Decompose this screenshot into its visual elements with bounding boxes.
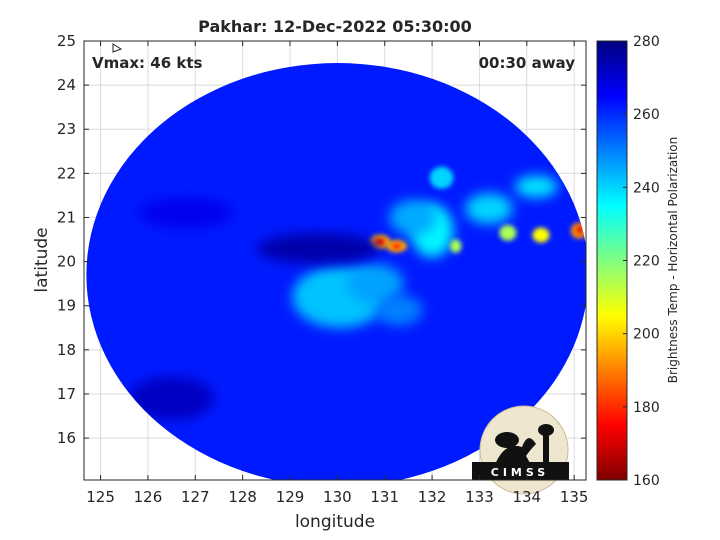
x-axis: 125 126 127 128 129 130 131 132 133 134 135 [86, 41, 588, 506]
brightness-temp-feature [256, 232, 380, 264]
y-tick-label: 22 [57, 164, 76, 182]
y-tick-label: 21 [57, 208, 76, 226]
y-tick-label: 23 [57, 120, 76, 138]
brightness-temp-feature [576, 226, 584, 234]
chart-title: Pakhar: 12-Dec-2022 05:30:00 [198, 17, 472, 36]
y-axis-label: latitude [32, 227, 52, 292]
time-away-annotation: 00:30 away [479, 54, 576, 72]
brightness-temp-feature [346, 263, 404, 304]
y-tick-label: 24 [57, 76, 76, 94]
colorbar-label: Brightness Temp - Horizontal Polarizatio… [666, 137, 680, 384]
x-tick-label: 134 [512, 488, 541, 506]
y-tick-label: 18 [57, 341, 76, 359]
colorbar-tick-label: 200 [633, 327, 660, 343]
x-axis-label: longitude [295, 512, 375, 532]
x-tick-label: 127 [181, 488, 210, 506]
brightness-temp-feature [429, 166, 454, 189]
y-tick-label: 19 [57, 297, 76, 315]
brightness-temp-feature [532, 227, 550, 243]
colorbar [596, 40, 628, 481]
colorbar-tick-label: 240 [633, 180, 660, 196]
brightness-temp-feature [375, 294, 423, 326]
x-tick-label: 126 [134, 488, 163, 506]
axes-box [83, 40, 587, 481]
y-axis: 16 17 18 19 20 21 22 23 24 25 [57, 32, 586, 447]
brightness-temp-feature [499, 224, 517, 241]
y-tick-label: 16 [57, 429, 76, 447]
logo-text: CIMSS [491, 466, 549, 479]
x-tick-label: 133 [465, 488, 494, 506]
colorbar-tick-label: 160 [633, 473, 660, 489]
brightness-temp-feature [450, 239, 462, 253]
x-tick-label: 128 [228, 488, 257, 506]
x-tick-label: 132 [418, 488, 447, 506]
x-tick-label: 131 [370, 488, 399, 506]
colorbar-tick-label: 180 [633, 400, 660, 416]
colorbar-tick-label: 220 [633, 254, 660, 270]
logo-dish-top-icon [495, 432, 519, 448]
microwave-swath [86, 63, 586, 480]
logo-banner [472, 462, 569, 480]
cursor-marker-icon [112, 43, 123, 53]
brightness-temp-feature [514, 175, 558, 198]
y-tick-label: 20 [57, 253, 76, 271]
cimss-logo: CIMSS [472, 405, 569, 495]
colorbar-tick-label: 280 [633, 34, 660, 50]
y-tick-label: 17 [57, 385, 76, 403]
brightness-temp-feature [374, 238, 386, 246]
x-tick-label: 135 [560, 488, 589, 506]
brightness-temp-feature [465, 193, 513, 225]
brightness-temp-feature [389, 199, 437, 236]
logo-tower-top-icon [538, 424, 554, 436]
swath-features [128, 166, 586, 421]
y-tick-label: 25 [57, 32, 76, 50]
logo-tower-icon [543, 434, 549, 470]
brightness-temp-feature [128, 376, 215, 421]
x-tick-label: 129 [276, 488, 305, 506]
x-tick-label: 130 [323, 488, 352, 506]
colorbar-ticks: 160 180 200 220 240 260 280 [623, 34, 660, 489]
vmax-annotation: Vmax: 46 kts [92, 54, 202, 72]
brightness-temp-feature [138, 197, 234, 229]
brightness-temp-feature [391, 243, 402, 250]
colorbar-tick-label: 260 [633, 107, 660, 123]
x-tick-label: 125 [86, 488, 115, 506]
